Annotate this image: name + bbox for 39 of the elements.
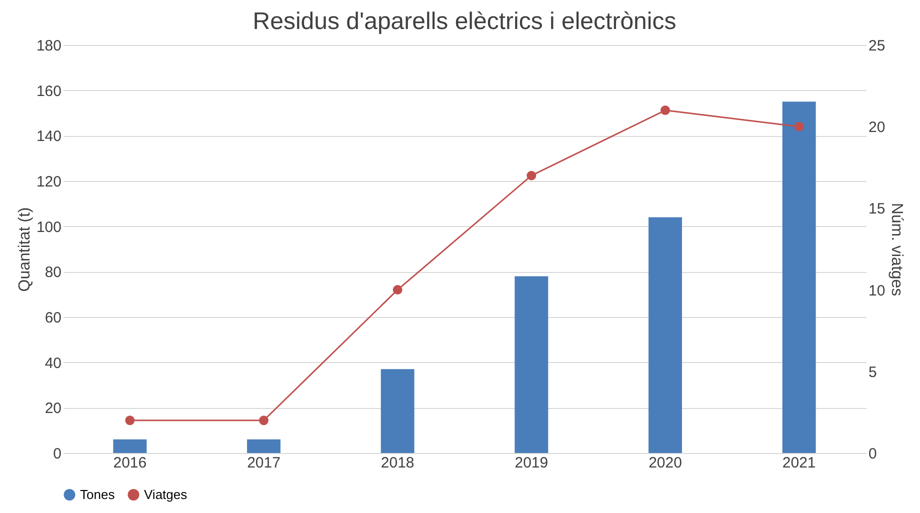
chart-title: Residus d'aparells elèctrics i electrònics [252,8,676,35]
y-tick-label: 40 [44,354,62,372]
x-tick-label: 2019 [514,454,548,472]
bar [247,439,280,453]
y2-tick-label: 5 [868,364,877,381]
point [794,122,804,132]
y-tick-label: 180 [36,38,62,54]
bar [380,369,414,453]
bar [514,276,548,453]
x-tick-label: 2016 [113,454,147,472]
x-tick-label: 2018 [380,454,414,472]
y-tick-label: 80 [44,264,62,282]
point [125,416,135,426]
y2-axis-title: Núm. viatges [888,202,906,296]
y-tick-label: 160 [36,82,62,100]
point [392,285,402,295]
y2-tick-label: 0 [868,446,877,462]
point [660,106,670,116]
y-tick-label: 0 [53,446,62,462]
y2-tick-label: 15 [868,200,886,218]
legend-label: Viatges [144,486,188,502]
legend-label: Tones [80,486,116,502]
y2-tick-label: 25 [868,38,886,54]
y-tick-label: 100 [36,218,62,236]
y-tick-label: 20 [44,400,62,418]
y2-tick-label: 20 [868,119,886,136]
x-tick-label: 2017 [247,454,280,472]
y-tick-label: 60 [44,310,62,326]
point [526,170,536,180]
y2-tick-label: 10 [868,282,886,300]
x-tick-label: 2021 [782,454,816,472]
y-axis-title: Quantitat (t) [16,207,34,292]
x-tick-label: 2020 [648,454,682,472]
point [259,416,268,426]
bar [782,102,816,453]
y-tick-label: 140 [36,128,62,146]
bar [113,439,147,453]
y-tick-label: 120 [36,174,62,190]
bar [648,217,682,453]
